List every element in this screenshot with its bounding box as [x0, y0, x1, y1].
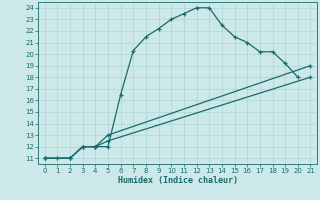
X-axis label: Humidex (Indice chaleur): Humidex (Indice chaleur): [118, 176, 238, 185]
